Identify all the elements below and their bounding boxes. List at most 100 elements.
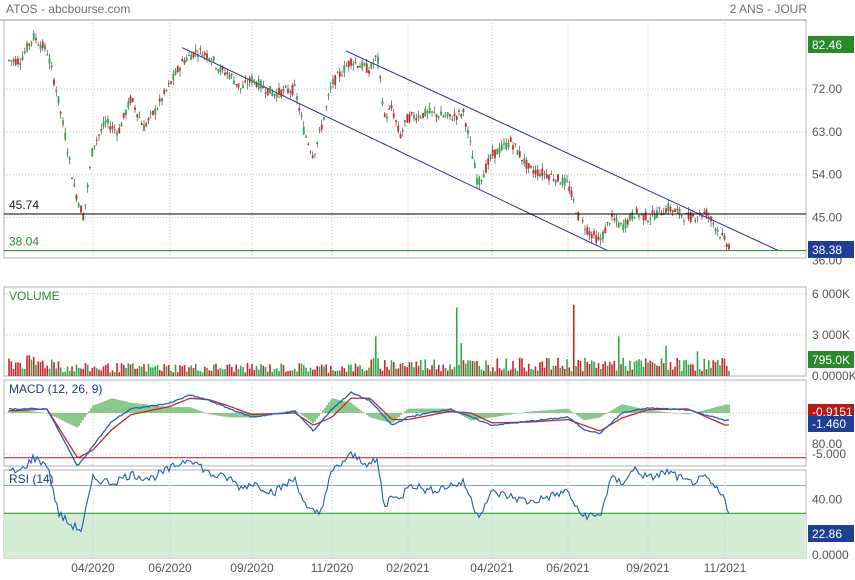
volume-bar	[440, 371, 442, 376]
volume-bar	[660, 358, 663, 376]
volume-bar	[361, 368, 364, 376]
volume-bar	[143, 364, 145, 376]
volume-bar	[32, 357, 35, 376]
candle-body	[134, 107, 136, 110]
candle-body	[271, 92, 274, 96]
candle-body	[104, 120, 107, 123]
volume-bar	[476, 360, 478, 376]
volume-bar	[631, 369, 634, 376]
volume-bar	[370, 359, 373, 376]
volume-bar	[721, 358, 724, 376]
macd-histogram-bar	[70, 413, 72, 425]
candle-body	[437, 116, 440, 118]
macd-histogram-bar	[532, 411, 534, 413]
candle-body	[683, 220, 685, 222]
volume-bar	[39, 362, 42, 376]
candle-body	[566, 180, 568, 182]
volume-bar	[35, 364, 37, 376]
macd-histogram-bar	[602, 413, 604, 416]
candle-body	[460, 114, 463, 117]
volume-bar	[368, 367, 370, 376]
candle-body	[219, 66, 222, 73]
volume-bar	[422, 370, 424, 376]
macd-histogram-bar	[322, 410, 324, 413]
macd-histogram-bar	[526, 411, 528, 413]
macd-histogram-bar	[98, 403, 100, 413]
macd-histogram-bar	[562, 408, 564, 413]
volume-bar	[345, 371, 348, 376]
macd-histogram-bar	[706, 409, 708, 413]
macd-histogram-bar	[8, 410, 10, 413]
rsi-line	[8, 450, 730, 533]
volume-bar	[431, 365, 433, 376]
volume-bar	[127, 363, 130, 376]
macd-histogram-bar	[52, 413, 54, 416]
candle-body	[701, 215, 703, 218]
candle-body	[329, 86, 332, 89]
macd-histogram-bar	[574, 413, 576, 414]
macd-histogram-bar	[638, 408, 640, 413]
candle-body	[100, 128, 103, 131]
candle-body	[644, 211, 647, 221]
volume-bar	[568, 367, 571, 376]
macd-histogram-bar	[632, 406, 634, 413]
candle-body	[597, 236, 600, 240]
volume-bar	[491, 367, 494, 376]
volume-bar	[683, 360, 685, 376]
macd-histogram-bar	[46, 413, 48, 414]
candle-body	[658, 207, 661, 209]
candle-body	[239, 88, 242, 90]
volume-bar	[599, 368, 602, 376]
candle-body	[84, 204, 87, 206]
volume-bar	[390, 360, 393, 376]
volume-bar	[419, 359, 422, 376]
volume-bar	[415, 361, 418, 376]
volume-bar	[201, 372, 204, 376]
candle-body	[203, 52, 206, 56]
macd-histogram-bar	[332, 398, 334, 413]
volume-bar	[203, 366, 206, 376]
macd-histogram-bar	[56, 413, 58, 418]
candle-body	[262, 85, 265, 89]
volume-bar	[707, 360, 710, 376]
candle-body	[251, 76, 253, 83]
candle-body	[593, 231, 595, 235]
candle-body	[712, 223, 715, 225]
volume-bar	[251, 363, 253, 376]
volume-bar	[210, 370, 213, 376]
candle-body	[561, 177, 564, 185]
candle-body	[678, 208, 681, 215]
volume-bar	[494, 371, 496, 376]
candle-body	[527, 163, 530, 169]
candle-body	[653, 214, 656, 220]
macd-histogram-bar	[176, 407, 178, 413]
candle-body	[291, 84, 294, 95]
volume-bar	[71, 366, 73, 376]
macd-histogram-bar	[194, 408, 196, 413]
macd-histogram-bar	[648, 410, 650, 413]
volume-bar	[372, 358, 375, 376]
candle-body	[210, 60, 213, 63]
volume-bar	[89, 371, 91, 376]
candle-body	[327, 94, 330, 97]
candle-body	[334, 75, 337, 86]
macd-histogram-bar	[150, 404, 152, 413]
macd-histogram-bar	[310, 413, 312, 422]
candle-body	[192, 51, 195, 58]
candle-body	[147, 118, 150, 121]
volume-bar	[667, 370, 670, 376]
candle-body	[665, 208, 667, 213]
x-tick-label: 06/2020	[148, 561, 192, 575]
volume-bar	[30, 359, 33, 376]
volume-bar	[467, 360, 469, 376]
candle-body	[570, 190, 573, 197]
macd-histogram-bar	[214, 413, 216, 416]
candle-body	[370, 63, 373, 69]
candle-body	[46, 54, 49, 56]
candle-body	[208, 58, 211, 61]
candle-body	[399, 134, 402, 139]
volume-bar	[584, 357, 586, 376]
candle-body	[131, 98, 134, 102]
volume-bar	[14, 362, 17, 376]
macd-histogram-bar	[456, 412, 458, 414]
